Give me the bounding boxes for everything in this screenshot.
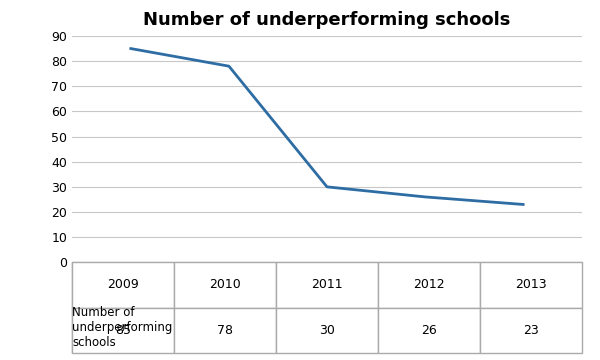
Title: Number of underperforming schools: Number of underperforming schools <box>143 11 511 29</box>
Text: Number of
underperforming
schools: Number of underperforming schools <box>72 306 172 348</box>
